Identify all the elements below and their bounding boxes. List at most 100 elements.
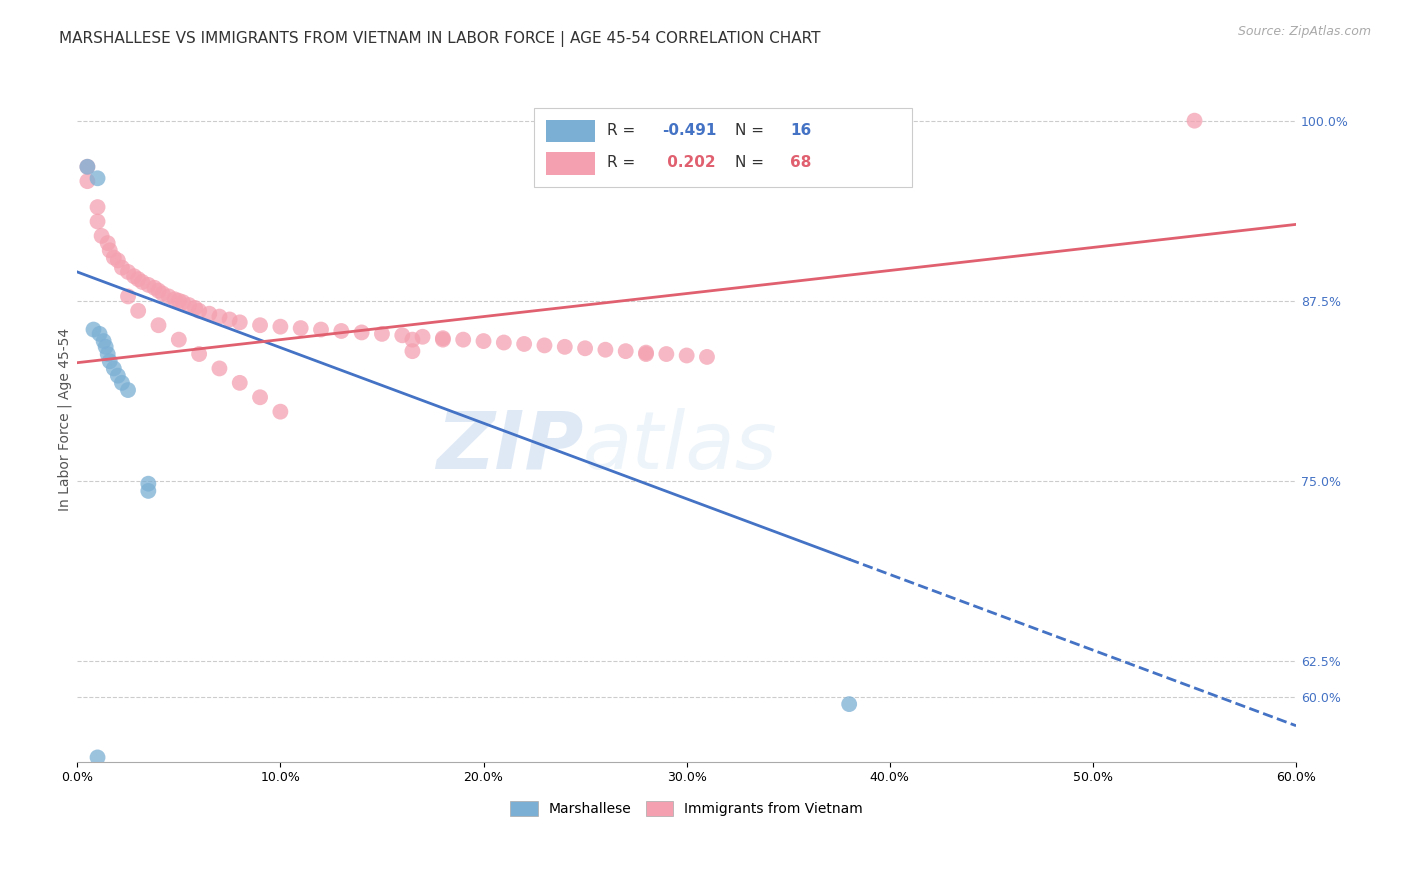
Point: [330, 324, 353, 338]
Text: MARSHALLESE VS IMMIGRANTS FROM VIETNAM IN LABOR FORCE | AGE 45-54 CORRELATION CH: MARSHALLESE VS IMMIGRANTS FROM VIETNAM I…: [59, 31, 821, 47]
Point: [90, 228, 112, 243]
Point: [675, 349, 697, 363]
Point: [432, 331, 454, 345]
Point: [249, 390, 271, 404]
Point: [412, 330, 434, 344]
Point: [86, 214, 108, 228]
Point: [198, 307, 221, 321]
Point: [290, 321, 312, 335]
Point: [634, 347, 657, 361]
Point: [177, 298, 200, 312]
Point: [634, 345, 657, 359]
Text: 0.202: 0.202: [662, 155, 716, 170]
Point: [76, 160, 98, 174]
Point: [595, 343, 617, 357]
Point: [117, 383, 139, 397]
Point: [1184, 113, 1206, 128]
Point: [86, 200, 108, 214]
Point: [93, 334, 115, 348]
Point: [513, 337, 536, 351]
Y-axis label: In Labor Force | Age 45-54: In Labor Force | Age 45-54: [58, 328, 72, 511]
Legend: Marshallese, Immigrants from Vietnam: Marshallese, Immigrants from Vietnam: [503, 795, 870, 823]
Point: [401, 333, 423, 347]
Point: [188, 303, 211, 318]
Point: [103, 361, 125, 376]
Point: [249, 318, 271, 333]
Point: [107, 368, 129, 383]
Point: [148, 318, 170, 333]
Point: [218, 312, 240, 326]
Point: [188, 347, 211, 361]
Point: [208, 310, 231, 324]
Text: -0.491: -0.491: [662, 123, 717, 138]
Point: [148, 284, 170, 298]
Point: [86, 171, 108, 186]
Point: [391, 328, 413, 343]
Text: R =: R =: [607, 155, 641, 170]
Point: [127, 272, 149, 286]
Point: [655, 347, 678, 361]
Point: [76, 160, 98, 174]
Point: [269, 319, 291, 334]
Point: [117, 289, 139, 303]
Text: ZIP: ZIP: [436, 408, 583, 486]
Point: [127, 303, 149, 318]
Point: [157, 289, 180, 303]
Point: [574, 341, 596, 355]
Point: [103, 251, 125, 265]
Text: Source: ZipAtlas.com: Source: ZipAtlas.com: [1237, 25, 1371, 38]
Point: [138, 277, 160, 292]
Point: [229, 315, 252, 329]
Point: [138, 483, 160, 498]
Point: [172, 295, 194, 310]
Point: [614, 344, 637, 359]
Point: [122, 269, 145, 284]
Point: [554, 340, 576, 354]
Point: [472, 334, 495, 348]
Point: [838, 697, 860, 711]
Point: [492, 335, 515, 350]
Text: 16: 16: [790, 123, 811, 138]
Point: [371, 326, 394, 341]
Point: [98, 244, 121, 258]
Point: [451, 333, 474, 347]
Point: [716, 113, 738, 128]
Point: [350, 326, 373, 340]
Point: [152, 286, 174, 301]
Point: [82, 322, 104, 336]
Point: [111, 260, 134, 275]
Point: [229, 376, 252, 390]
Point: [269, 405, 291, 419]
Point: [696, 350, 718, 364]
Text: N =: N =: [735, 155, 769, 170]
Point: [401, 344, 423, 359]
Point: [86, 750, 108, 764]
Point: [208, 361, 231, 376]
Point: [76, 174, 98, 188]
Bar: [547, 120, 595, 143]
Text: 68: 68: [790, 155, 811, 170]
Point: [432, 333, 454, 347]
Point: [167, 293, 190, 308]
Point: [111, 376, 134, 390]
Point: [94, 340, 117, 354]
Point: [89, 326, 111, 341]
Point: [163, 293, 186, 307]
FancyBboxPatch shape: [534, 108, 912, 187]
Point: [138, 476, 160, 491]
Point: [107, 253, 129, 268]
Bar: [547, 152, 595, 175]
Point: [143, 281, 166, 295]
Point: [131, 275, 153, 289]
Point: [98, 354, 121, 368]
Text: R =: R =: [607, 123, 641, 138]
Point: [716, 113, 738, 128]
Point: [117, 265, 139, 279]
Text: atlas: atlas: [583, 408, 778, 486]
Text: N =: N =: [735, 123, 769, 138]
Point: [184, 301, 207, 315]
Point: [309, 322, 332, 336]
Point: [533, 338, 555, 352]
Point: [167, 333, 190, 347]
Point: [97, 236, 120, 251]
